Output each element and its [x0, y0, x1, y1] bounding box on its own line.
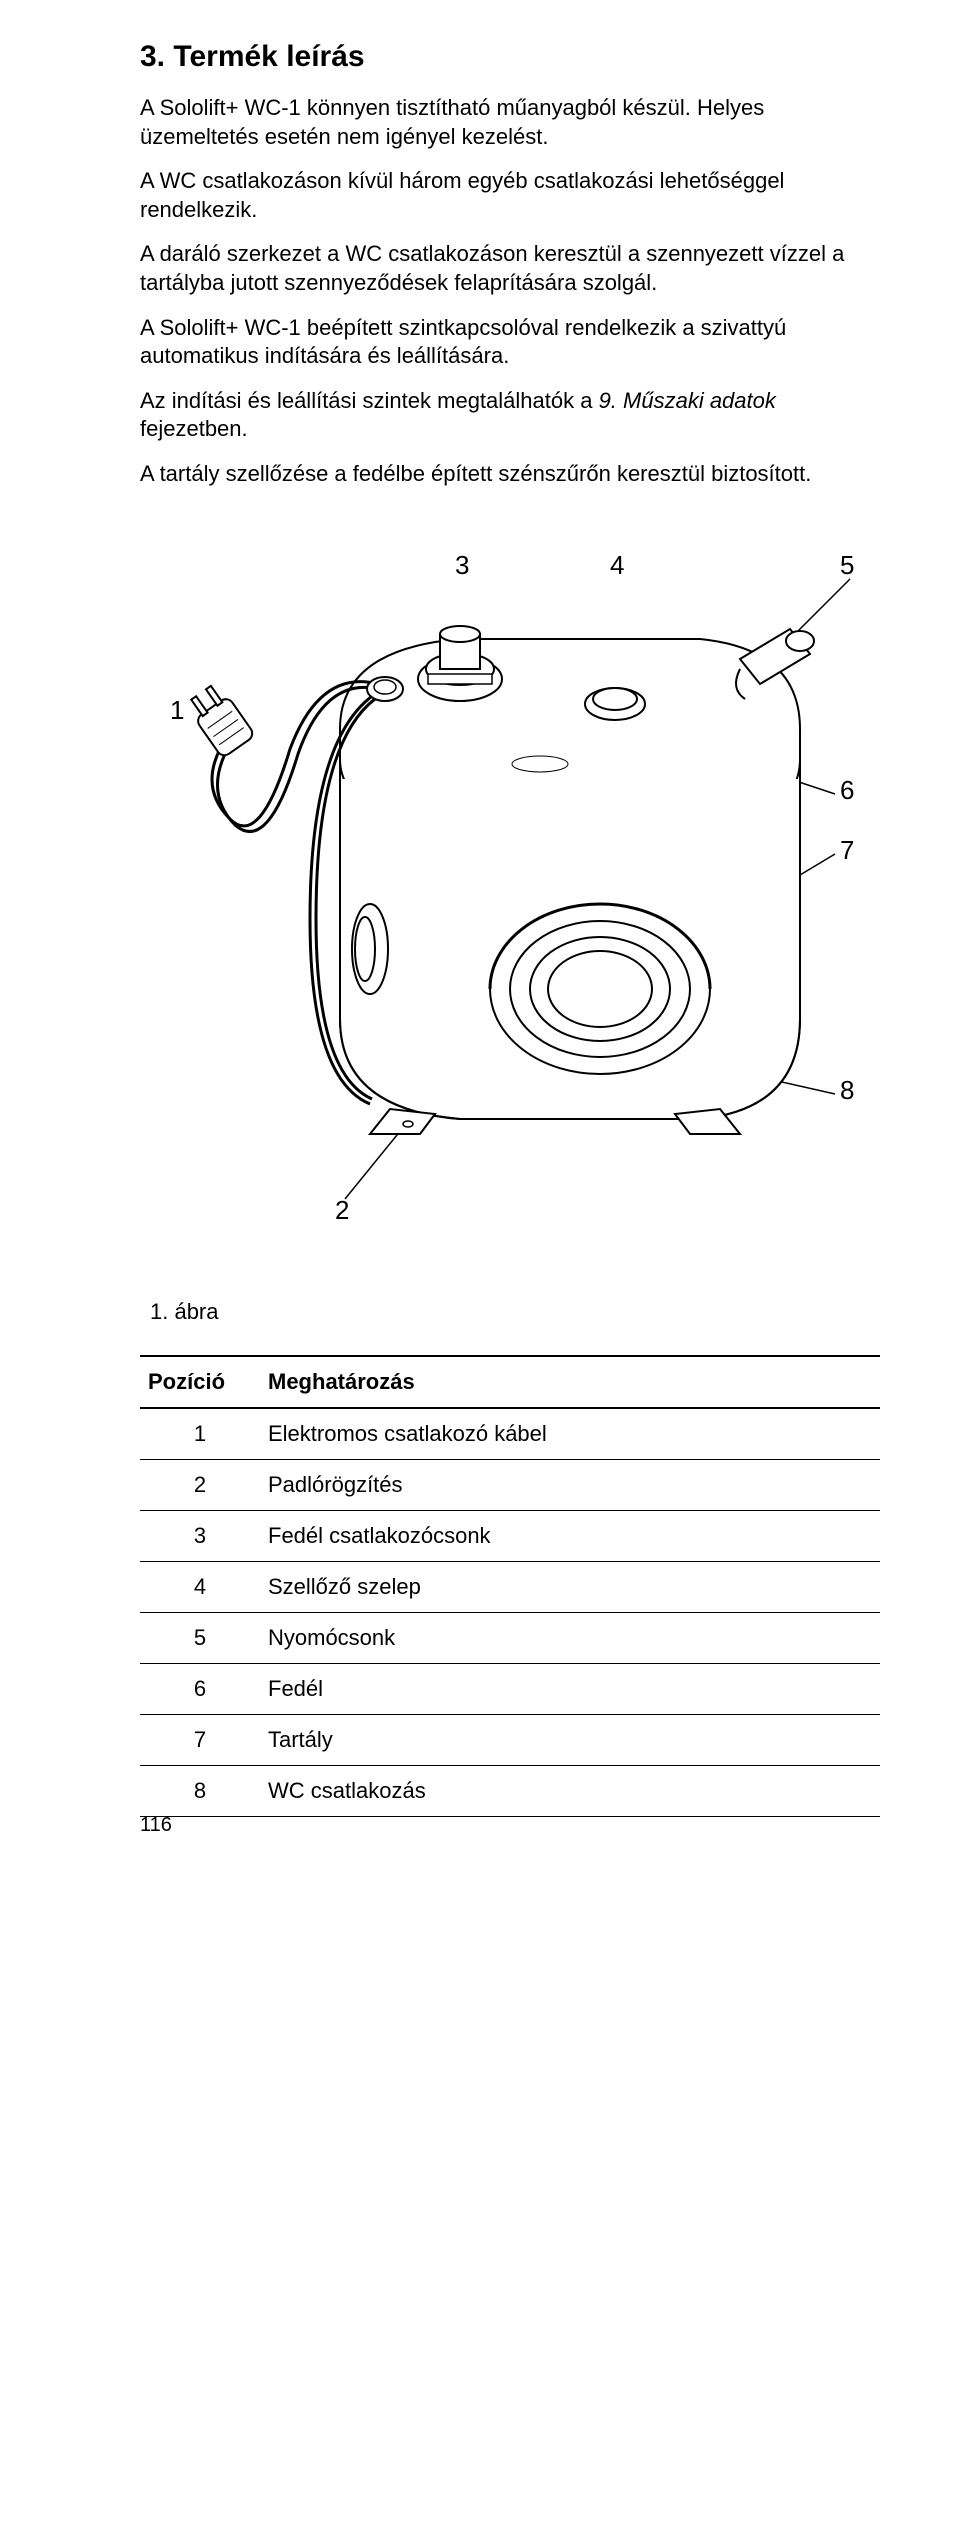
table-row: 4Szellőző szelep: [140, 1561, 880, 1612]
table-cell-def: Tartály: [260, 1714, 880, 1765]
table-cell-def: WC csatlakozás: [260, 1765, 880, 1816]
table-cell-def: Szellőző szelep: [260, 1561, 880, 1612]
table-cell-pos: 8: [140, 1765, 260, 1816]
paragraph: A Sololift+ WC-1 beépített szintkapcsoló…: [140, 314, 880, 371]
table-row: 1Elektromos csatlakozó kábel: [140, 1408, 880, 1460]
table-cell-pos: 6: [140, 1663, 260, 1714]
table-cell-def: Padlórögzítés: [260, 1459, 880, 1510]
page-number: 116: [140, 1814, 172, 1837]
callout-8: 8: [840, 1075, 854, 1105]
figure-caption: 1. ábra: [150, 1299, 880, 1325]
figure: 1 3 4 5 6 7 8 2: [140, 519, 880, 1279]
table-cell-pos: 7: [140, 1714, 260, 1765]
callout-6: 6: [840, 775, 854, 805]
table-row: 8WC csatlakozás: [140, 1765, 880, 1816]
text: Az indítási és leállítási szintek megtal…: [140, 388, 599, 413]
section-heading: 3. Termék leírás: [140, 40, 880, 74]
table-row: 2Padlórögzítés: [140, 1459, 880, 1510]
paragraph: A daráló szerkezet a WC csatlakozáson ke…: [140, 240, 880, 297]
table-cell-pos: 5: [140, 1612, 260, 1663]
paragraph: A tartály szellőzése a fedélbe épített s…: [140, 460, 880, 489]
text: fejezetben.: [140, 416, 248, 441]
callout-4: 4: [610, 550, 624, 580]
table-header-position: Pozíció: [140, 1356, 260, 1408]
table-cell-def: Fedél: [260, 1663, 880, 1714]
table-row: 6Fedél: [140, 1663, 880, 1714]
table-row: 5Nyomócsonk: [140, 1612, 880, 1663]
product-diagram: 1 3 4 5 6 7 8 2: [140, 519, 880, 1279]
table-cell-def: Fedél csatlakozócsonk: [260, 1510, 880, 1561]
callout-2: 2: [335, 1195, 349, 1225]
definitions-table: Pozíció Meghatározás 1Elektromos csatlak…: [140, 1355, 880, 1817]
paragraph: A Sololift+ WC-1 könnyen tisztítható műa…: [140, 94, 880, 151]
table-cell-def: Nyomócsonk: [260, 1612, 880, 1663]
table-cell-pos: 4: [140, 1561, 260, 1612]
table-row: 7Tartály: [140, 1714, 880, 1765]
table-cell-def: Elektromos csatlakozó kábel: [260, 1408, 880, 1460]
table-header-definition: Meghatározás: [260, 1356, 880, 1408]
table-row: 3Fedél csatlakozócsonk: [140, 1510, 880, 1561]
callout-1: 1: [170, 695, 184, 725]
table-cell-pos: 2: [140, 1459, 260, 1510]
tank-body: [340, 626, 814, 1134]
table-cell-pos: 3: [140, 1510, 260, 1561]
callout-3: 3: [455, 550, 469, 580]
paragraph-italic: Az indítási és leállítási szintek megtal…: [140, 387, 880, 444]
callout-5: 5: [840, 550, 854, 580]
callout-7: 7: [840, 835, 854, 865]
paragraph: A WC csatlakozáson kívül három egyéb csa…: [140, 167, 880, 224]
reference-italic: 9. Műszaki adatok: [599, 388, 776, 413]
table-cell-pos: 1: [140, 1408, 260, 1460]
